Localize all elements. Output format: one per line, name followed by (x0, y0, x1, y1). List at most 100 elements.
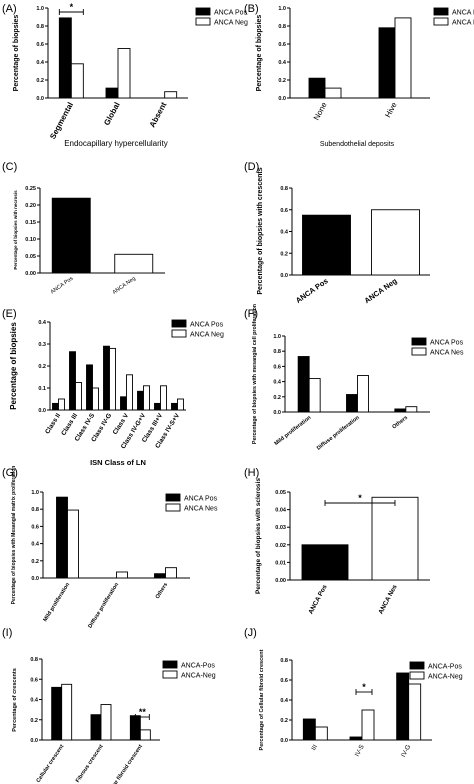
bar (75, 382, 82, 411)
legend-entry: ANCA Nes (184, 506, 218, 513)
bar (100, 704, 112, 741)
x-tick-label: None (312, 100, 329, 122)
x-tick-label: Fibrous crescent (75, 744, 105, 784)
y-tick-label: 0.2 (280, 251, 288, 257)
y-tick-label: 0.00 (25, 271, 36, 277)
bar (302, 718, 316, 741)
y-axis-label: Percentage of biopsies with sclerosis (255, 478, 262, 594)
x-tick-label: ANCA Pos (50, 276, 75, 296)
bar (378, 27, 396, 99)
y-tick-label: 0.8 (280, 186, 288, 192)
legend-swatch (433, 17, 449, 26)
x-tick-label: IV-S (354, 743, 366, 758)
bar (154, 573, 166, 579)
panel-c-letter: (C) (2, 161, 17, 173)
x-tick-label: Mild proliferation (42, 581, 71, 623)
x-axis-label: Subendothelial deposits (320, 141, 395, 148)
bar (61, 683, 73, 741)
y-tick-label: 0.00 (275, 578, 286, 584)
y-tick-label: 0.4 (31, 542, 40, 548)
x-tick-label: Segmental (48, 101, 75, 141)
bar (120, 396, 127, 411)
bar (394, 17, 412, 99)
y-tick-label: 0.20 (25, 203, 36, 209)
y-tick-label: 1.0 (31, 490, 39, 496)
legend-swatch (411, 347, 427, 356)
panel-j-letter: (J) (244, 627, 257, 639)
bar (314, 726, 328, 741)
y-tick-label: 0.2 (36, 78, 44, 84)
panel-a-letter: (A) (2, 3, 17, 15)
legend-swatch (165, 503, 181, 512)
y-axis-label: Percentage of biopsies with mesangial ce… (252, 304, 258, 444)
bar (92, 387, 99, 411)
y-tick-label: 0.03 (275, 525, 286, 531)
panel-h: (H) 0.00 0.01 0.02 0.03 0.04 0.05 ANCA Pos ANCA… (244, 467, 430, 615)
bar (297, 356, 310, 413)
x-tick-label: III (310, 743, 319, 751)
y-tick-label: 0.8 (273, 349, 281, 355)
significance-marker: ** (139, 707, 147, 717)
y-axis-label: Percentage of biopsies (256, 15, 263, 92)
bar (116, 571, 128, 579)
y-tick-label: 0.4 (30, 698, 39, 704)
bar (70, 63, 84, 99)
bar (86, 364, 93, 411)
bar (302, 214, 351, 276)
x-tick-label: ANCA Pos (294, 276, 330, 305)
legend-swatch (409, 661, 425, 670)
legend-entry: ANCA Neg (214, 20, 248, 27)
y-tick-label: 0.8 (280, 658, 288, 664)
bar (301, 544, 349, 581)
y-axis-label: Percentage of biopsies with Mesangial ma… (11, 466, 17, 605)
panel-f-letter: (F) (244, 308, 258, 320)
panel-f: (F) 0.0 0.2 0.4 0.6 0.8 1.0 Mild proliferation… (244, 304, 464, 452)
y-tick-label: 0.2 (280, 718, 288, 724)
y-tick-label: 0.6 (280, 678, 288, 684)
x-tick-label: IV-G (400, 744, 412, 759)
panel-h-letter: (H) (244, 467, 259, 479)
y-tick-label: 0.6 (273, 364, 281, 370)
bar (51, 197, 91, 274)
y-tick-label: 0.3 (38, 342, 46, 348)
bar (51, 686, 63, 741)
panel-d-letter: (D) (244, 161, 259, 173)
x-tick-label: ANCA Neg (363, 276, 399, 305)
bar (308, 77, 326, 99)
legend-swatch (162, 670, 178, 679)
x-tick-label: ANCA Nes (377, 583, 399, 615)
x-tick-label: Global (102, 101, 122, 127)
bar (160, 385, 167, 411)
y-tick-label: 0.2 (278, 78, 286, 84)
y-tick-label: 0.2 (273, 395, 281, 401)
y-tick-label: 0.0 (273, 410, 281, 416)
y-axis-label: Percentage of biopsies with necrosis (13, 190, 18, 270)
bar (69, 351, 76, 411)
legend-swatch (411, 337, 427, 346)
bar (346, 394, 358, 413)
y-tick-label: 0.4 (278, 60, 287, 66)
bar (324, 87, 342, 99)
bar (137, 390, 144, 411)
legend-swatch (162, 660, 178, 669)
x-tick-label: ANCA Pos (307, 583, 329, 615)
legend-swatch (195, 7, 211, 16)
y-tick-label: 0.8 (31, 507, 39, 513)
y-axis-label: Percentage of biopsies with crescents (257, 167, 264, 294)
legend-entry: ANCA Pos (184, 496, 218, 503)
y-tick-label: 0.01 (275, 560, 286, 566)
y-tick-label: 0.02 (275, 543, 286, 549)
y-tick-label: 0.0 (280, 273, 288, 279)
y-tick-label: 0.10 (25, 237, 36, 243)
legend-entry: ANCA-Neg (181, 673, 216, 680)
bar (109, 347, 116, 411)
bar (117, 48, 131, 99)
legend-swatch (171, 329, 187, 338)
bar (308, 378, 321, 413)
y-axis-label: Percentage of Cellular fibroid crescent (259, 649, 265, 750)
y-tick-label: 0.2 (31, 559, 39, 565)
y-tick-label: 1.0 (278, 6, 286, 12)
bar (177, 398, 184, 411)
bar (58, 398, 65, 411)
y-tick-label: 0.4 (280, 698, 289, 704)
